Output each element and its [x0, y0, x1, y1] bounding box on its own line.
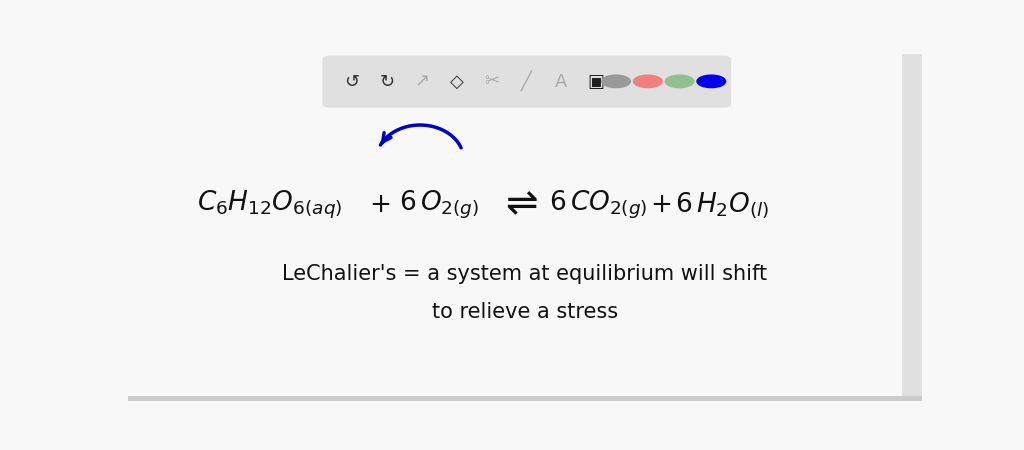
- Text: ↺: ↺: [344, 73, 359, 91]
- Bar: [902, 54, 922, 400]
- Text: to relieve a stress: to relieve a stress: [432, 302, 617, 322]
- Text: $\rightleftharpoons$: $\rightleftharpoons$: [499, 186, 539, 224]
- Text: ↻: ↻: [379, 73, 394, 91]
- Text: $C_6H_{12}O_{6(aq)}$: $C_6H_{12}O_{6(aq)}$: [197, 189, 342, 221]
- Text: ✂: ✂: [484, 73, 499, 91]
- Text: $6\,H_2O_{(l)}$: $6\,H_2O_{(l)}$: [675, 190, 769, 220]
- Text: +: +: [370, 192, 391, 218]
- Circle shape: [666, 75, 694, 88]
- Text: ◇: ◇: [450, 73, 464, 91]
- Text: LeChalier's = a system at equilibrium will shift: LeChalier's = a system at equilibrium wi…: [283, 264, 767, 284]
- Text: ↗: ↗: [414, 73, 429, 91]
- Text: $6\,O_{2(g)}$: $6\,O_{2(g)}$: [399, 189, 479, 221]
- Text: ╱: ╱: [521, 71, 531, 92]
- Circle shape: [634, 75, 663, 88]
- Bar: [128, 396, 922, 400]
- FancyBboxPatch shape: [323, 56, 731, 108]
- Text: A: A: [555, 73, 567, 91]
- Circle shape: [602, 75, 631, 88]
- Text: $6\,CO_{2(g)}$: $6\,CO_{2(g)}$: [549, 189, 647, 221]
- Text: ▣: ▣: [588, 73, 605, 91]
- Text: +: +: [650, 192, 673, 218]
- Circle shape: [697, 75, 726, 88]
